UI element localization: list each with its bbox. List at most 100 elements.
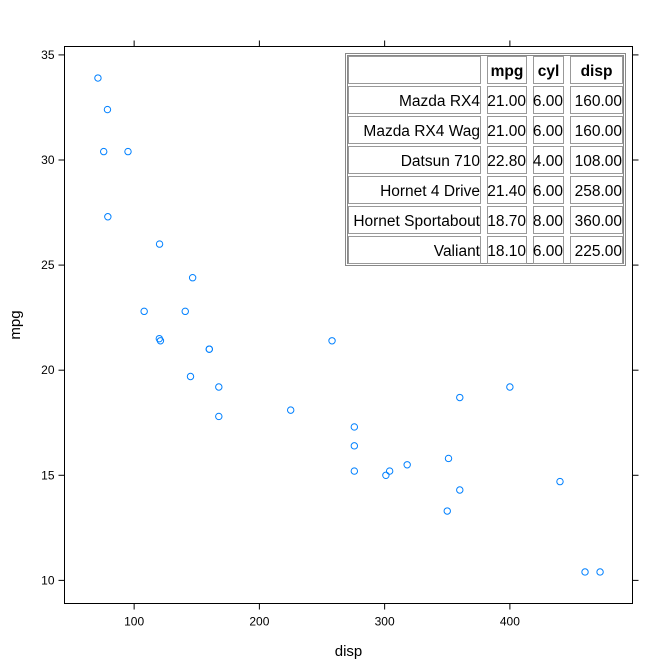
table-cell-text: 225.00 xyxy=(575,243,623,260)
y-tick-label: 25 xyxy=(41,258,55,272)
table-cell xyxy=(570,236,623,264)
data-point xyxy=(156,337,165,345)
table-cell xyxy=(348,236,481,264)
data-point xyxy=(385,467,394,475)
data-point xyxy=(215,383,223,391)
data-point xyxy=(104,213,112,221)
plot-panel xyxy=(64,46,633,604)
table-cell-text: Hornet Sportabout xyxy=(353,213,480,230)
x-axis-title: disp xyxy=(335,643,363,660)
table-cell xyxy=(487,236,527,264)
y-tick-label: 35 xyxy=(41,48,55,62)
data-point xyxy=(328,337,336,345)
table-cell-text: 160.00 xyxy=(575,123,623,140)
table-cell-text: 160.00 xyxy=(575,93,623,110)
table-header-cell xyxy=(487,56,527,84)
table-frame xyxy=(345,53,626,266)
table-cell xyxy=(487,116,527,144)
table-cell-text: 21.40 xyxy=(487,183,526,200)
table-cell xyxy=(487,176,527,204)
y-tick-label: 15 xyxy=(41,468,55,482)
table-cell-text: Mazda RX4 Wag xyxy=(363,123,480,140)
table-cell-text: Valiant xyxy=(434,243,481,260)
table-cell xyxy=(348,116,481,144)
data-point xyxy=(124,147,132,156)
table-cell-text: 6.00 xyxy=(533,93,564,110)
table-cell-text: 108.00 xyxy=(575,153,623,170)
y-tick-label: 20 xyxy=(41,363,55,377)
data-point xyxy=(596,568,604,576)
table-cell xyxy=(570,206,623,234)
table-cell-text: 21.00 xyxy=(487,93,526,110)
y-tick-label: 30 xyxy=(41,153,55,167)
table-cell xyxy=(487,206,527,234)
table-cell xyxy=(533,86,564,114)
table-cell-text: 4.00 xyxy=(533,153,564,170)
data-point xyxy=(506,383,514,391)
data-point xyxy=(350,467,359,475)
table-header-text: mpg xyxy=(491,63,524,80)
table-cell-text: 8.00 xyxy=(533,213,564,230)
table-cell xyxy=(348,176,481,204)
table-cell-text: 360.00 xyxy=(575,213,623,230)
table-cell xyxy=(570,176,623,204)
table-cell xyxy=(348,206,481,234)
table-header-cell xyxy=(570,56,623,84)
table-cell xyxy=(533,176,564,204)
table-cell xyxy=(487,146,527,174)
x-tick-label: 200 xyxy=(249,615,269,629)
data-point xyxy=(103,105,112,114)
table-frame-inner xyxy=(347,55,624,264)
table-cell-text: 6.00 xyxy=(533,183,564,200)
table-cell-text: 6.00 xyxy=(533,123,564,140)
data-point xyxy=(403,461,411,469)
data-point xyxy=(94,74,102,82)
data-point xyxy=(188,274,197,282)
y-tick-label: 10 xyxy=(41,573,55,587)
y-axis-title: mpg xyxy=(7,310,24,339)
table-cell xyxy=(487,86,527,114)
table-cell xyxy=(570,146,623,174)
data-point xyxy=(581,568,589,576)
table-cell xyxy=(348,86,481,114)
x-tick-label: 100 xyxy=(124,615,144,629)
data-point xyxy=(443,507,451,515)
table-cell-text: Mazda RX4 xyxy=(399,93,480,110)
data-point xyxy=(205,345,213,353)
data-point xyxy=(456,393,464,402)
table-cell-text: Hornet 4 Drive xyxy=(380,183,480,200)
data-point xyxy=(556,477,564,486)
table-cell-text: 6.00 xyxy=(533,243,564,260)
table-header-text: disp xyxy=(581,63,613,80)
data-point xyxy=(444,454,453,463)
data-point xyxy=(181,307,189,316)
table-cell-text: Datsun 710 xyxy=(401,153,481,170)
data-point xyxy=(100,147,108,156)
table-cell xyxy=(570,116,623,144)
data-point xyxy=(186,372,195,381)
table-cell xyxy=(533,206,564,234)
table-header-cell xyxy=(533,56,564,84)
data-point xyxy=(155,240,164,248)
data-table: mpg cyl disp Mazda RX4 21.00 6.00 160.00 Mazda … xyxy=(345,53,626,266)
table-cell xyxy=(533,146,564,174)
table-cell-text: 18.70 xyxy=(487,213,526,230)
table-cell-text: 18.10 xyxy=(487,243,526,260)
data-point xyxy=(215,412,223,421)
table-cell-text: 21.00 xyxy=(487,123,526,140)
table-cell xyxy=(570,86,623,114)
x-tick-label: 400 xyxy=(500,615,520,629)
table-header-text: cyl xyxy=(538,63,560,80)
table-cell xyxy=(533,236,564,264)
table-cell xyxy=(348,146,481,174)
data-point xyxy=(350,442,359,450)
table-cell xyxy=(533,116,564,144)
data-point xyxy=(456,486,464,494)
data-point xyxy=(286,406,295,414)
table-header-cell xyxy=(348,56,481,84)
axis-ticks: 100 200 300 400 10 15 20 25 30 35 xyxy=(41,40,639,629)
data-point xyxy=(140,307,148,316)
data-point xyxy=(382,471,390,479)
table-cell-text: 22.80 xyxy=(487,153,526,170)
